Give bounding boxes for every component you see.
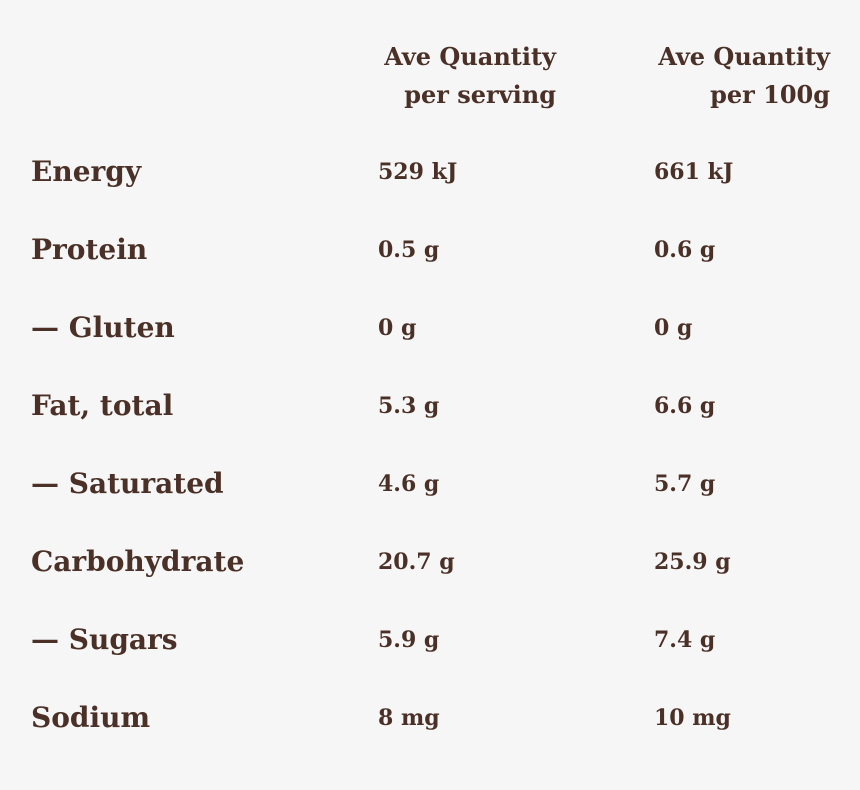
value-per-100g: 10 mg: [654, 705, 731, 731]
row-saturated: — Saturated 4.6 g 5.7 g: [0, 464, 860, 504]
nutrient-label: Carbohydrate: [31, 545, 245, 578]
header-per-serving: Ave Quantity per serving: [372, 38, 556, 114]
value-per-100g: 7.4 g: [654, 627, 716, 653]
header-per-100g-line1: Ave Quantity: [658, 42, 830, 71]
row-gluten: — Gluten 0 g 0 g: [0, 308, 860, 348]
nutrient-label: Fat, total: [31, 389, 174, 422]
value-per-100g: 0 g: [654, 315, 693, 341]
nutrient-label: Sodium: [31, 701, 151, 734]
nutrient-label: — Gluten: [31, 311, 175, 344]
row-sugars: — Sugars 5.9 g 7.4 g: [0, 620, 860, 660]
value-per-serving: 20.7 g: [378, 549, 455, 575]
value-per-100g: 0.6 g: [654, 237, 716, 263]
value-per-100g: 25.9 g: [654, 549, 731, 575]
nutrient-label: — Sugars: [31, 623, 178, 656]
value-per-100g: 661 kJ: [654, 159, 734, 185]
value-per-serving: 4.6 g: [378, 471, 440, 497]
row-energy: Energy 529 kJ 661 kJ: [0, 152, 860, 192]
nutrient-label: — Saturated: [31, 467, 224, 500]
header-per-serving-line2: per serving: [404, 80, 556, 109]
value-per-serving: 0.5 g: [378, 237, 440, 263]
header-per-serving-line1: Ave Quantity: [384, 42, 556, 71]
row-carbohydrate: Carbohydrate 20.7 g 25.9 g: [0, 542, 860, 582]
row-protein: Protein 0.5 g 0.6 g: [0, 230, 860, 270]
value-per-serving: 529 kJ: [378, 159, 458, 185]
value-per-serving: 0 g: [378, 315, 417, 341]
nutrient-label: Energy: [31, 155, 142, 188]
nutrient-label: Protein: [31, 233, 148, 266]
value-per-100g: 5.7 g: [654, 471, 716, 497]
row-fat-total: Fat, total 5.3 g 6.6 g: [0, 386, 860, 426]
header-per-100g-line2: per 100g: [710, 80, 830, 109]
value-per-serving: 8 mg: [378, 705, 440, 731]
header-per-100g: Ave Quantity per 100g: [640, 38, 830, 114]
value-per-100g: 6.6 g: [654, 393, 716, 419]
value-per-serving: 5.3 g: [378, 393, 440, 419]
value-per-serving: 5.9 g: [378, 627, 440, 653]
row-sodium: Sodium 8 mg 10 mg: [0, 698, 860, 738]
